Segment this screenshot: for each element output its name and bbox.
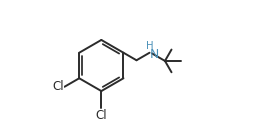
Text: H: H [146,41,153,51]
Text: N: N [150,48,160,61]
Text: Cl: Cl [52,80,64,93]
Text: Cl: Cl [96,109,107,122]
